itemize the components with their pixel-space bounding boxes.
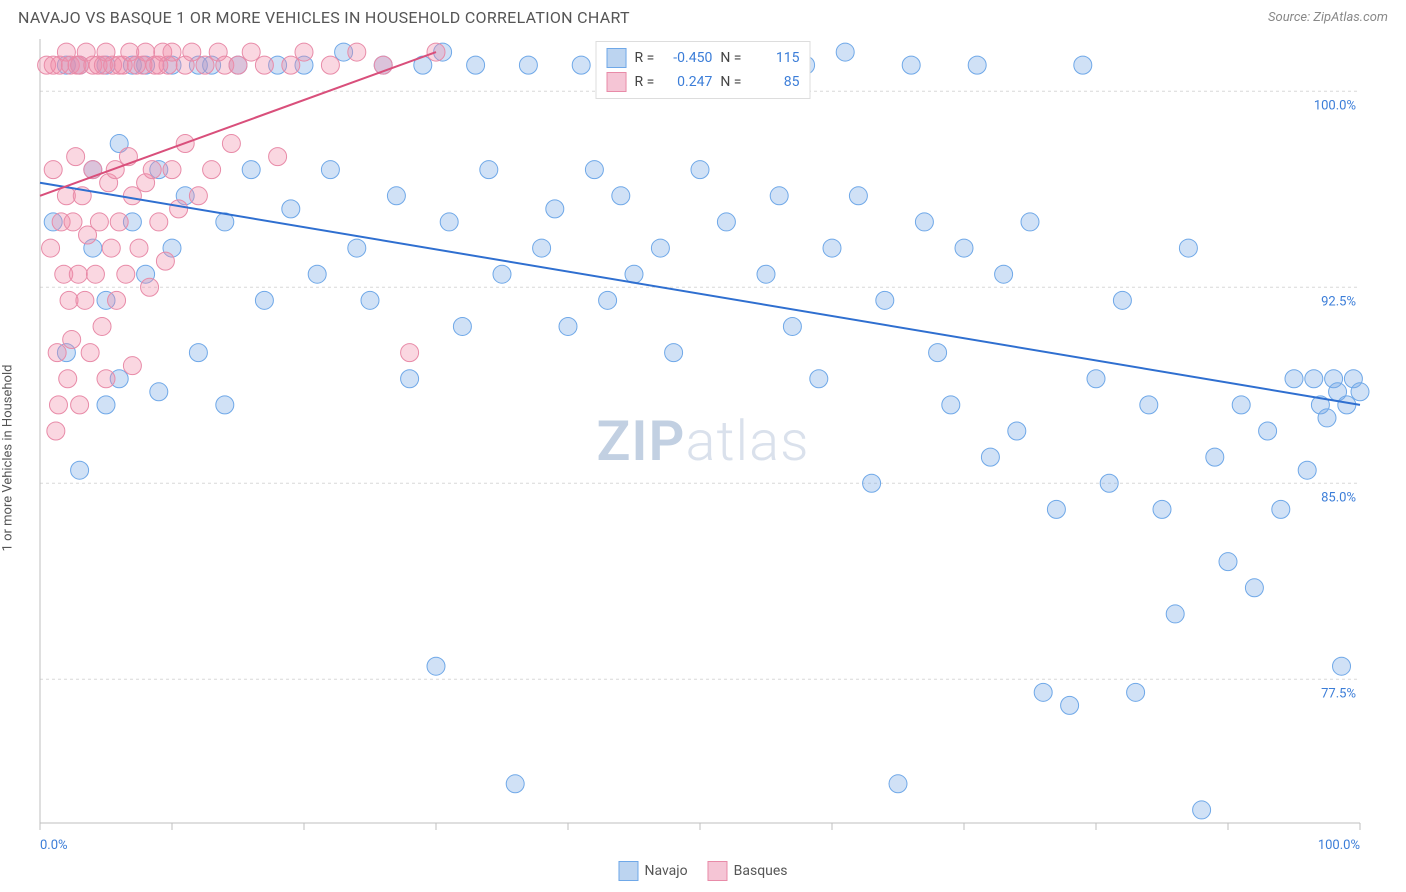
svg-text:77.5%: 77.5%	[1321, 686, 1356, 701]
legend-label-basques: Basques	[734, 863, 788, 879]
n-value-basques: 85	[749, 74, 799, 90]
svg-text:92.5%: 92.5%	[1321, 294, 1356, 309]
chart-container: 1 or more Vehicles in Household 77.5% 85.…	[0, 33, 1406, 883]
legend-item-basques: Basques	[708, 861, 788, 881]
correlation-legend: R = -0.450 N = 115 R = 0.247 N = 85	[596, 41, 811, 99]
swatch-navajo-bottom	[618, 861, 638, 881]
r-value-basques: 0.247	[662, 74, 712, 90]
r-label: R =	[635, 50, 655, 66]
chart-source: Source: ZipAtlas.com	[1268, 10, 1388, 25]
n-value-navajo: 115	[749, 50, 799, 66]
svg-text:85.0%: 85.0%	[1321, 490, 1356, 505]
y-axis-label: 1 or more Vehicles in Household	[1, 365, 16, 552]
legend-item-navajo: Navajo	[618, 861, 687, 881]
scatter-chart: 77.5% 85.0% 92.5% 100.0% 0.0% 100.0%	[0, 33, 1406, 883]
swatch-navajo	[607, 48, 627, 68]
legend-row-navajo: R = -0.450 N = 115	[607, 46, 800, 70]
svg-text:100.0%: 100.0%	[1318, 838, 1360, 853]
swatch-basques	[607, 72, 627, 92]
r-value-navajo: -0.450	[662, 50, 712, 66]
n-label: N =	[720, 50, 741, 66]
svg-text:100.0%: 100.0%	[1314, 98, 1356, 113]
swatch-basques-bottom	[708, 861, 728, 881]
series-legend: Navajo Basques	[618, 861, 787, 881]
chart-title: NAVAJO VS BASQUE 1 OR MORE VEHICLES IN H…	[18, 8, 630, 27]
r-label: R =	[635, 74, 655, 90]
svg-text:0.0%: 0.0%	[40, 838, 68, 853]
n-label: N =	[720, 74, 741, 90]
legend-row-basques: R = 0.247 N = 85	[607, 70, 800, 94]
legend-label-navajo: Navajo	[644, 863, 687, 879]
chart-header: NAVAJO VS BASQUE 1 OR MORE VEHICLES IN H…	[0, 0, 1406, 33]
